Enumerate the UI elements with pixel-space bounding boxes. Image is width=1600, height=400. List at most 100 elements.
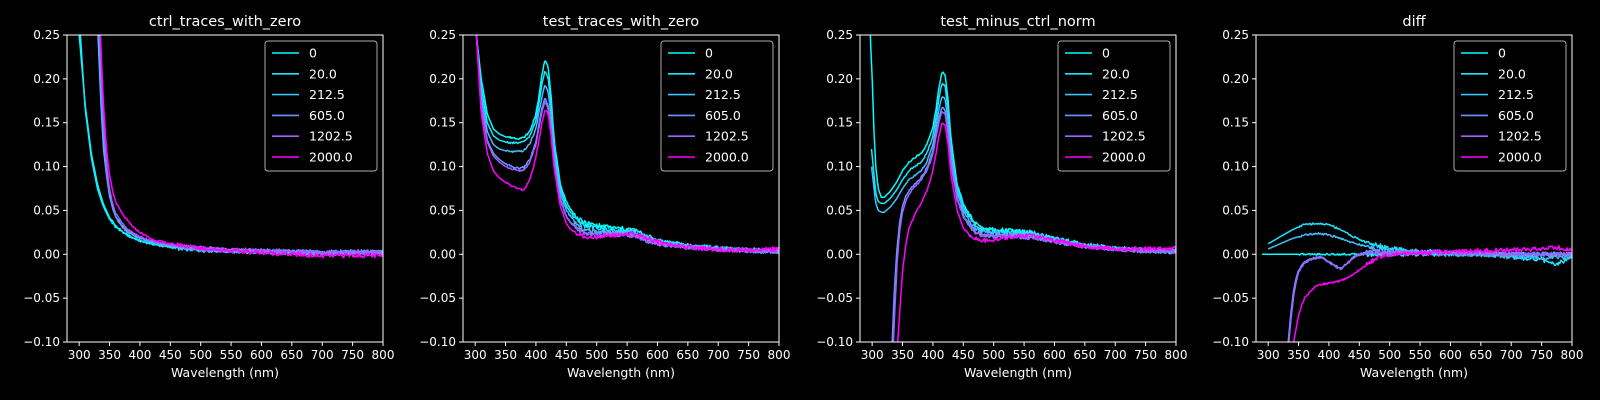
legend-entry-label: 212.5: [1102, 87, 1138, 102]
y-tick-label: 0.25: [33, 28, 60, 42]
legend-entry-label: 20.0: [1498, 66, 1526, 81]
x-tick-label: 800: [768, 348, 791, 362]
x-tick-label: 650: [1469, 348, 1492, 362]
legend-entry-label: 605.0: [1498, 108, 1534, 123]
x-tick-label: 800: [1561, 348, 1584, 362]
x-tick-label: 600: [646, 348, 669, 362]
x-tick-label: 450: [1348, 348, 1371, 362]
series-line-2000-0: [1292, 244, 1572, 342]
series-line-2000-0: [896, 122, 1176, 342]
y-tick-label: 0.05: [1222, 203, 1249, 217]
y-tick-label: 0.20: [1222, 72, 1249, 86]
legend-entry-label: 2000.0: [1102, 150, 1146, 165]
y-tick-label: −0.05: [1212, 291, 1249, 305]
series-line-2000-0: [99, 35, 383, 259]
y-tick-label: 0.15: [826, 116, 853, 130]
x-axis-label: Wavelength (nm): [964, 365, 1072, 380]
legend-entry-label: 0: [309, 46, 317, 61]
series-line-1202-5: [1288, 249, 1572, 342]
y-tick-label: 0.00: [33, 247, 60, 261]
y-tick-label: 0.00: [826, 247, 853, 261]
legend-entry-label: 1202.5: [1102, 129, 1146, 144]
x-tick-label: 800: [372, 348, 395, 362]
y-tick-label: −0.05: [23, 291, 60, 305]
legend-entry-label: 2000.0: [309, 150, 353, 165]
legend-entry-label: 20.0: [705, 66, 733, 81]
x-tick-label: 500: [982, 348, 1005, 362]
y-tick-label: −0.10: [816, 335, 853, 349]
y-tick-label: 0.05: [826, 203, 853, 217]
axes-frame: [1255, 34, 1573, 343]
legend-entry-label: 0: [705, 46, 713, 61]
axes-frame: [66, 34, 384, 343]
legend-entry-label: 212.5: [705, 87, 741, 102]
legend-entry-label: 0: [1498, 46, 1506, 61]
x-axis-label: Wavelength (nm): [567, 365, 675, 380]
x-tick-label: 450: [555, 348, 578, 362]
axes-frame: [859, 34, 1177, 343]
x-tick-label: 400: [921, 348, 944, 362]
y-tick-label: 0.00: [429, 247, 456, 261]
x-tick-label: 500: [189, 348, 212, 362]
legend-entry-label: 1202.5: [309, 129, 353, 144]
y-tick-label: 0.25: [826, 28, 853, 42]
chart-title: ctrl_traces_with_zero: [149, 14, 301, 30]
x-tick-label: 400: [524, 348, 547, 362]
series-line-2000-0: [475, 35, 779, 253]
chart-panel-1: ctrl_traces_with_zero 300 350 400 450 500 550 6…: [23, 14, 394, 380]
y-tick-label: 0.20: [826, 72, 853, 86]
chart-title: test_traces_with_zero: [543, 14, 700, 30]
x-tick-label: 750: [1134, 348, 1157, 362]
y-tick-label: 0.10: [33, 160, 60, 174]
y-tick-label: −0.10: [1212, 335, 1249, 349]
x-tick-label: 450: [952, 348, 975, 362]
x-tick-label: 600: [1439, 348, 1462, 362]
y-tick-label: 0.15: [1222, 116, 1249, 130]
y-tick-label: 0.05: [429, 203, 456, 217]
chart-panel-4: diff 300 350 400 450 500 550 600 650 700 750 800 −0.…: [1212, 14, 1583, 380]
legend-entry-label: 605.0: [309, 108, 345, 123]
x-tick-label: 550: [616, 348, 639, 362]
legend-entry-label: 605.0: [1102, 108, 1138, 123]
x-tick-label: 600: [250, 348, 273, 362]
x-tick-label: 500: [585, 348, 608, 362]
legend: 0 20.0 212.5 605.0 1202.5 2000.0: [1057, 40, 1171, 172]
legend-entry-label: 2000.0: [705, 150, 749, 165]
x-tick-label: 650: [280, 348, 303, 362]
x-tick-label: 350: [98, 348, 121, 362]
x-tick-label: 700: [311, 348, 334, 362]
y-tick-label: −0.10: [23, 335, 60, 349]
legend-entry-label: 20.0: [309, 66, 337, 81]
series-line-1202-5: [99, 35, 383, 256]
y-tick-label: −0.05: [419, 291, 456, 305]
plot-area: [78, 35, 383, 259]
y-tick-label: 0.25: [1222, 28, 1249, 42]
x-tick-label: 750: [341, 348, 364, 362]
y-tick-label: 0.20: [429, 72, 456, 86]
legend: 0 20.0 212.5 605.0 1202.5 2000.0: [264, 40, 378, 172]
y-tick-label: 0.15: [33, 116, 60, 130]
axes-frame: [462, 34, 780, 343]
y-tick-label: 0.10: [826, 160, 853, 174]
y-tick-label: 0.20: [33, 72, 60, 86]
chart-title: diff: [1402, 14, 1426, 30]
x-tick-label: 700: [1104, 348, 1127, 362]
legend: 0 20.0 212.5 605.0 1202.5 2000.0: [660, 40, 774, 172]
x-tick-label: 550: [1409, 348, 1432, 362]
x-tick-label: 700: [1500, 348, 1523, 362]
x-tick-label: 300: [1257, 348, 1280, 362]
x-tick-label: 650: [676, 348, 699, 362]
legend-entry-label: 1202.5: [705, 129, 749, 144]
x-axis-label: Wavelength (nm): [1360, 365, 1468, 380]
x-tick-label: 500: [1378, 348, 1401, 362]
legend-entry-label: 212.5: [309, 87, 345, 102]
x-tick-label: 350: [494, 348, 517, 362]
legend-entry-label: 1202.5: [1498, 129, 1542, 144]
y-tick-label: −0.10: [419, 335, 456, 349]
y-tick-label: 0.15: [429, 116, 456, 130]
x-tick-label: 550: [1013, 348, 1036, 362]
series-line-0: [869, 35, 1176, 254]
x-tick-label: 400: [128, 348, 151, 362]
x-tick-label: 450: [159, 348, 182, 362]
x-tick-label: 300: [861, 348, 884, 362]
